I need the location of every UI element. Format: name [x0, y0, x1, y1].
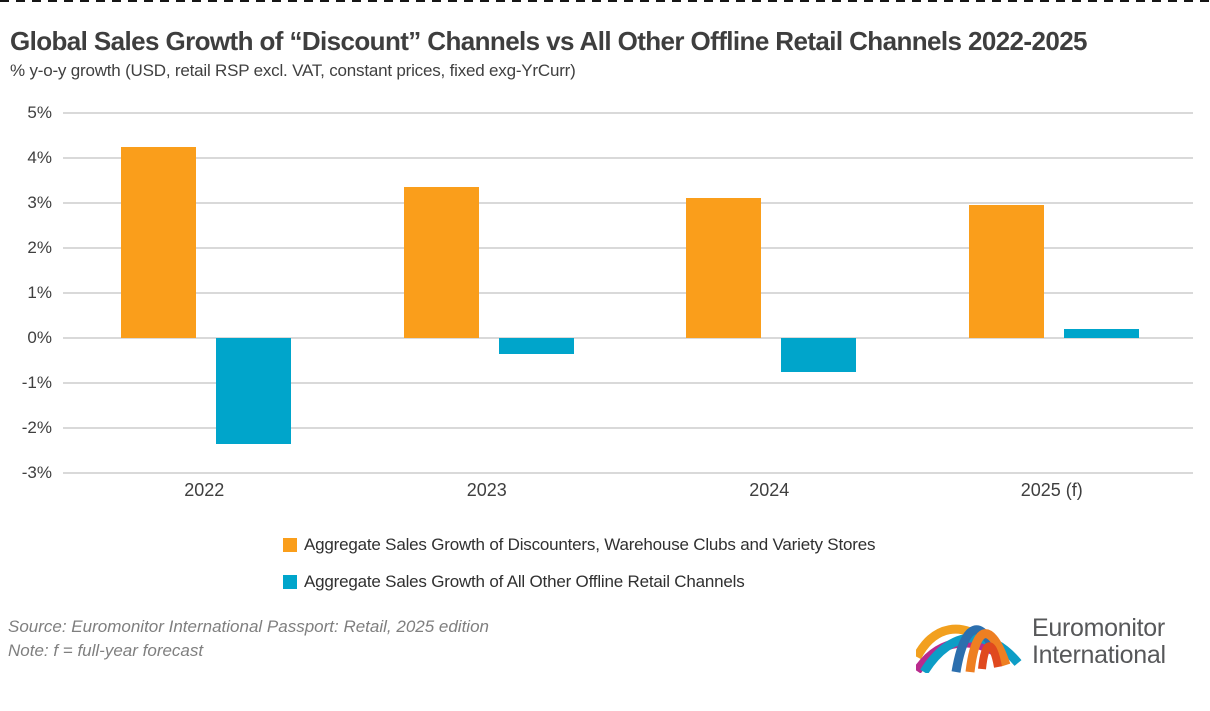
legend-swatch-other-offline-icon: [283, 575, 297, 589]
gridline-0: [63, 337, 1193, 339]
source-line: Source: Euromonitor International Passpo…: [8, 617, 489, 636]
gridline-3: [63, 202, 1193, 204]
bar-other-offline-2022: [216, 338, 292, 444]
x-axis-label-2023: 2023: [466, 480, 507, 500]
legend-label-other-offline: Aggregate Sales Growth of All Other Offl…: [304, 572, 745, 591]
y-axis-label-2: 2%: [27, 238, 52, 257]
legend-item-other-offline: Aggregate Sales Growth of All Other Offl…: [283, 572, 875, 592]
logo-arcs-icon: [916, 624, 1022, 673]
logo-text-line2: International: [1032, 641, 1166, 669]
bar-other-offline-2024: [781, 338, 857, 372]
logo-text-line1: Euromonitor: [1032, 614, 1165, 642]
gridline-4: [63, 157, 1193, 159]
gridline-5: [63, 112, 1193, 114]
bar-other-offline-2023: [498, 338, 574, 354]
note-line: Note: f = full-year forecast: [8, 641, 204, 660]
legend-swatch-discounters-icon: [283, 538, 297, 552]
y-axis-label-4: 4%: [27, 148, 52, 167]
legend-item-discounters: Aggregate Sales Growth of Discounters, W…: [283, 535, 875, 555]
source-block: Source: Euromonitor International Passpo…: [8, 615, 489, 663]
y-axis-label--1: -1%: [21, 373, 52, 392]
gridline--2: [63, 427, 1193, 429]
chart-subtitle: % y-o-y growth (USD, retail RSP excl. VA…: [10, 61, 576, 80]
euromonitor-logo: Euromonitor International: [916, 611, 1166, 673]
bar-discounters-2022: [121, 147, 197, 338]
y-axis-label--3: -3%: [21, 463, 52, 482]
gridline--1: [63, 382, 1193, 384]
y-axis-label-1: 1%: [27, 283, 52, 302]
chart-title: Global Sales Growth of “Discount” Channe…: [10, 26, 1088, 56]
bar-other-offline-2025(f): [1063, 329, 1139, 338]
bar-discounters-2024: [686, 198, 762, 338]
slide-top-dashed-border: [0, 0, 1210, 2]
gridline-1: [63, 292, 1193, 294]
y-axis-label-0: 0%: [27, 328, 52, 347]
y-axis-label-3: 3%: [27, 193, 52, 212]
bar-discounters-2023: [403, 187, 479, 338]
y-axis-label--2: -2%: [21, 418, 52, 437]
chart-legend: Aggregate Sales Growth of Discounters, W…: [283, 535, 875, 609]
legend-label-discounters: Aggregate Sales Growth of Discounters, W…: [304, 535, 876, 554]
logo-text: Euromonitor International: [1032, 615, 1166, 669]
gridline--3: [63, 472, 1193, 474]
gridline-2: [63, 247, 1193, 249]
x-axis-label-2024: 2024: [749, 480, 790, 500]
bar-discounters-2025(f): [968, 205, 1044, 338]
x-axis-label-2025(f): 2025 (f): [1020, 480, 1083, 500]
x-axis-label-2022: 2022: [184, 480, 225, 500]
y-axis-label-5: 5%: [27, 103, 52, 122]
